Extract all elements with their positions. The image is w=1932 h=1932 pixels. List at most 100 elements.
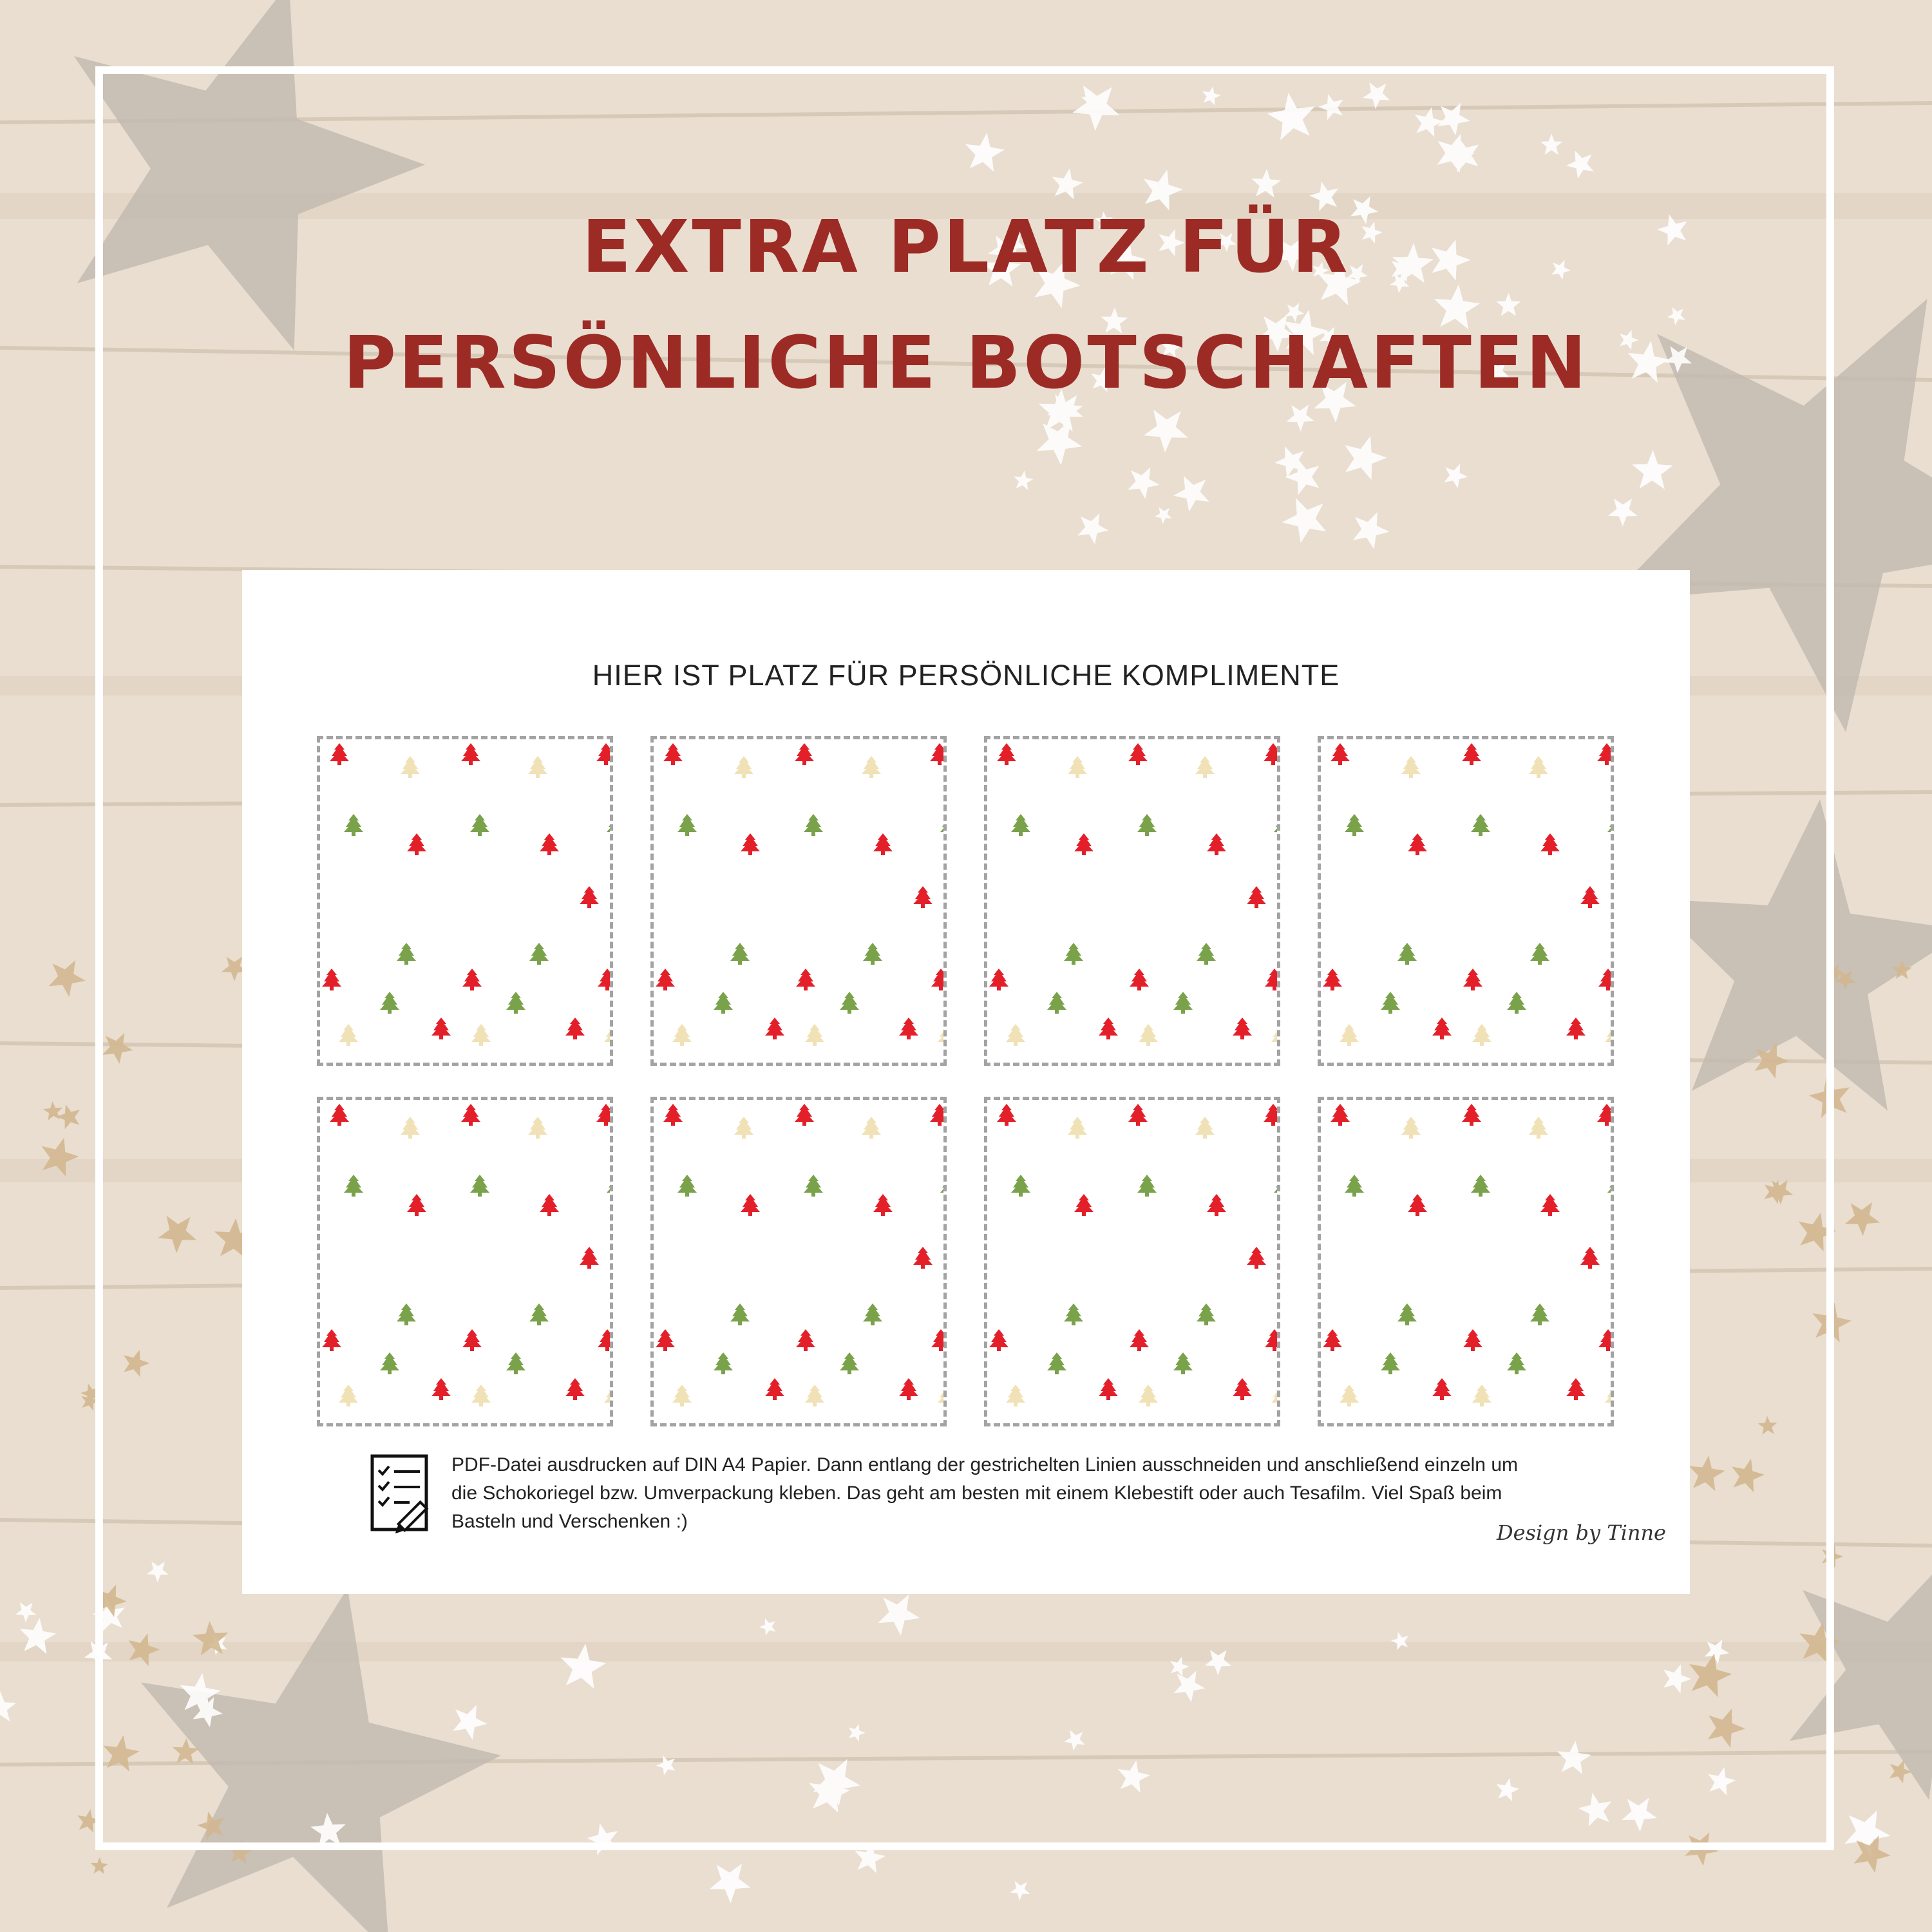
tree-icon [863,1303,882,1325]
tree-icon [734,756,753,778]
compliment-card [317,736,613,1066]
star-decoration [43,1101,63,1121]
star-decoration [1362,82,1390,109]
star-decoration [1566,150,1594,179]
star-decoration [848,1724,866,1742]
tree-icon [1197,1303,1216,1325]
tree-icon [1099,1018,1118,1039]
star-decoration [1286,404,1314,431]
star-decoration [1283,309,1328,355]
tree-icon [1233,1378,1252,1400]
headline-line-2: PERSÖNLICHE BOTSCHAFTEN [343,321,1589,405]
tree-icon [765,1378,784,1400]
tree-icon [401,756,420,778]
star-decoration [709,1864,751,1904]
star-decoration [1484,360,1510,386]
star-decoration [1689,1455,1725,1492]
star-decoration [1632,450,1673,489]
tree-icon [1432,1378,1452,1400]
tree-icon [407,1194,426,1216]
tree-icon [1195,1117,1215,1139]
tree-icon [663,1104,683,1126]
tree-icon [1130,969,1149,990]
star-decoration [214,1218,256,1258]
tree-icon [672,1024,692,1046]
tree-icon [1408,1194,1427,1216]
tree-icon [1401,1117,1421,1139]
tree-icon [1463,1329,1482,1351]
tree-icon [565,1018,585,1039]
tree-icon [862,1117,881,1139]
star-decoration [855,1842,886,1873]
christmas-tree-pattern [1323,1104,1611,1406]
star-decoration [1314,382,1356,423]
star-decoration [128,1633,160,1667]
tree-icon [596,743,610,765]
christmas-tree-pattern [1323,743,1611,1046]
tree-icon [796,969,815,990]
star-decoration [759,1618,776,1636]
star-decoration [1159,229,1185,257]
tree-icon [805,1385,824,1406]
star-decoration [1352,511,1390,549]
christmas-tree-pattern [322,1104,610,1406]
tree-icon [1566,1018,1586,1039]
tree-icon [1598,969,1611,990]
tree-icon [1064,943,1083,965]
tree-icon [1607,825,1611,832]
star-decoration [1496,1777,1520,1802]
star-decoration [1414,107,1444,137]
tree-icon [1331,1104,1350,1126]
star-decoration [1764,1180,1787,1204]
star-decoration [1154,507,1172,524]
star-decoration [193,1621,229,1656]
tree-icon [339,1385,358,1406]
star-decoration [147,1561,169,1582]
tree-icon [1598,1329,1611,1351]
star-decoration [1036,421,1083,466]
tree-icon [397,943,416,965]
christmas-tree-pattern [656,1104,943,1406]
tree-icon [741,833,760,855]
tree-icon [1264,1104,1277,1126]
tree-icon [1345,814,1364,836]
tree-icon [730,1303,750,1325]
tree-icon [470,1175,489,1197]
tree-icon [471,1385,491,1406]
compliment-card [650,1097,947,1426]
star-decoration [1622,1797,1657,1832]
tree-icon [1597,743,1611,765]
star-decoration [73,0,425,350]
star-decoration [1551,260,1571,280]
star-decoration [1318,94,1343,120]
tree-icon [741,1194,760,1216]
tree-icon [1540,833,1560,855]
instructions-text: PDF-Datei ausdrucken auf DIN A4 Papier. … [451,1454,1519,1532]
tree-icon [899,1018,918,1039]
star-decoration [90,1857,108,1874]
tree-icon [840,1352,859,1374]
star-decoration [1143,169,1183,211]
star-decoration [1704,1639,1730,1664]
star-decoration [656,1755,676,1776]
checklist-pencil-icon [370,1454,429,1534]
tree-icon [1173,992,1193,1014]
star-decoration [1608,498,1638,527]
tree-icon [863,943,882,965]
star-decoration [1620,330,1639,350]
christmas-tree-pattern [656,743,943,1046]
compliment-card [984,1097,1280,1426]
star-decoration [1798,1212,1837,1252]
star-decoration [1064,1730,1085,1751]
star-decoration [95,1584,127,1617]
tree-icon [1323,969,1342,990]
tree-icon [1340,1024,1359,1046]
star-decoration [80,1383,100,1403]
star-decoration [1010,1880,1030,1900]
star-decoration [197,1812,225,1840]
star-decoration [1667,307,1685,325]
tree-icon [397,1303,416,1325]
tree-icon [540,833,559,855]
tree-icon [1507,1352,1526,1374]
tree-icon [714,1352,733,1374]
